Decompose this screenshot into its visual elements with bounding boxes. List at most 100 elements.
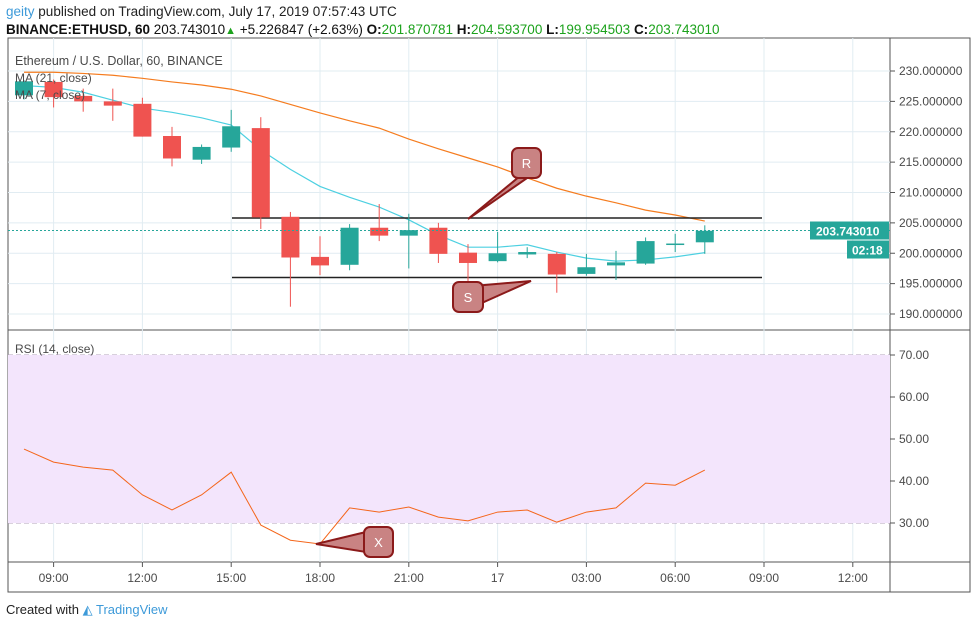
price-tick-label: 190.000000 [899,307,963,321]
rsi-line [23,448,706,545]
candle-body [695,230,714,243]
last-price: 203.743010 [153,22,226,37]
candle-body [103,101,122,106]
candle [281,211,300,307]
candle [666,233,685,253]
legend-ma21: MA (21, close) [15,71,92,85]
candle-body [666,243,685,246]
rsi-tick-label: 40.00 [899,474,929,488]
candle [222,109,241,152]
rsi-tick-label: 70.00 [899,348,929,362]
symbol: BINANCE:ETHUSD, 60 [6,22,151,37]
time-tick-label: 21:00 [394,571,424,585]
price-tick-label: 210.000000 [899,186,963,200]
footer: Created with ◭ TradingView [6,602,168,618]
candle [163,126,181,167]
symbol-info: BINANCE:ETHUSD, 60 203.743010▲ +5.226847… [6,22,720,37]
candle [133,97,152,137]
callout-r-pointer [467,175,534,220]
callout-r-label: R [522,156,531,171]
candle-body [192,146,211,160]
callout-r: R [467,147,542,220]
price-tick-label: 205.000000 [899,216,963,230]
candle-body [636,241,655,264]
created-with: Created with [6,602,79,617]
candle [103,88,122,121]
time-tick-label: 12:00 [838,571,868,585]
time-tick-label: 03:00 [571,571,601,585]
candle [577,253,596,276]
candle-body [429,227,448,254]
price-tick-label: 220.000000 [899,125,963,139]
candle-body [222,126,241,148]
high-value: 204.593700 [471,22,543,37]
time-tick-label: 15:00 [216,571,246,585]
callout-x-label: X [374,535,383,550]
candle [399,213,418,269]
time-tick-label: 12:00 [127,571,157,585]
chart-frame [7,37,971,593]
callout-x: X [315,526,394,558]
candle [518,247,537,259]
author-link[interactable]: geity [6,4,35,19]
callout-s-label: S [464,290,473,305]
candle [251,117,270,229]
rsi-tick-label: 30.00 [899,516,929,530]
candle-body [74,95,93,102]
rsi-tick-label: 50.00 [899,432,929,446]
price-tick-label: 225.000000 [899,94,963,108]
time-tick-label: 09:00 [749,571,779,585]
countdown-tag [847,240,889,259]
change: +5.226847 (+2.63%) [239,22,363,37]
publish-text: published on TradingView.com, July 17, 2… [38,4,397,19]
ma21-line [24,71,705,222]
open-value: 201.870781 [381,22,453,37]
candle [192,144,211,164]
last-price-label: 203.743010 [816,225,880,239]
rsi-tick-label: 60.00 [899,390,929,404]
candle-body [370,227,389,236]
candle-body [607,262,625,266]
callout-x-box [363,526,394,558]
rsi-band [8,355,890,523]
candle-body [399,230,418,236]
candle-body [459,252,477,263]
time-tick-label: 17 [491,571,505,585]
ma7-line [23,84,705,262]
open-label: O: [366,22,382,37]
close-value: 203.743010 [648,22,720,37]
price-tick-label: 195.000000 [899,277,963,291]
candle [488,231,507,263]
candle [340,224,359,271]
countdown-label: 02:18 [852,244,883,258]
candle [370,204,389,242]
candle [44,79,63,108]
last-price-tag [810,221,889,240]
candle-body [340,227,359,265]
candle [74,88,93,112]
candle-body [44,81,63,98]
up-arrow-icon: ▲ [225,25,237,37]
candle [459,244,477,282]
candle-body [15,81,33,96]
candle [636,237,655,265]
brand: TradingView [95,602,168,617]
candle-body [281,216,300,258]
candle-body [311,256,329,266]
legend-ma7: MA (7, close) [15,88,85,102]
tradingview-logo[interactable]: ◭ TradingView [82,602,168,617]
low-label: L: [546,22,559,37]
publish-info: geity published on TradingView.com, July… [6,4,397,19]
candle-body [163,136,181,159]
time-tick-label: 06:00 [660,571,690,585]
rsi-title: RSI (14, close) [15,342,94,356]
price-tick-label: 230.000000 [899,64,963,78]
price-tick-label: 200.000000 [899,246,963,260]
candle-body [488,253,507,262]
candle-body [518,252,537,255]
time-tick-label: 18:00 [305,571,335,585]
candle-body [547,253,566,275]
low-value: 199.954503 [558,22,631,37]
candle [15,80,33,100]
